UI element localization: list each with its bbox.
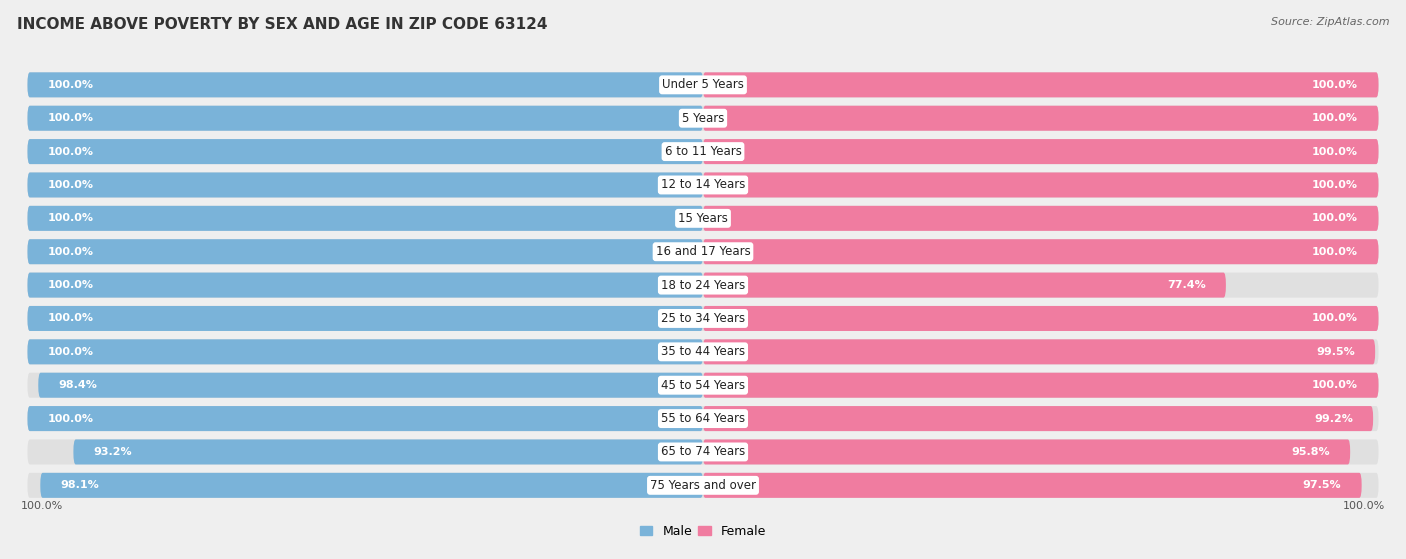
FancyBboxPatch shape [28,106,703,131]
FancyBboxPatch shape [703,473,1361,498]
Text: 98.1%: 98.1% [60,480,100,490]
Text: 100.0%: 100.0% [1312,80,1358,90]
Text: 100.0%: 100.0% [1312,180,1358,190]
FancyBboxPatch shape [28,473,1378,498]
Text: 100.0%: 100.0% [1312,380,1358,390]
FancyBboxPatch shape [28,139,1378,164]
Text: 100.0%: 100.0% [48,146,94,157]
Text: 15 Years: 15 Years [678,212,728,225]
FancyBboxPatch shape [28,306,1378,331]
FancyBboxPatch shape [28,72,1378,97]
Text: 100.0%: 100.0% [48,280,94,290]
FancyBboxPatch shape [28,139,703,164]
Text: 100.0%: 100.0% [48,180,94,190]
FancyBboxPatch shape [28,106,1378,131]
FancyBboxPatch shape [28,239,703,264]
FancyBboxPatch shape [703,139,1378,164]
Text: 35 to 44 Years: 35 to 44 Years [661,345,745,358]
FancyBboxPatch shape [28,72,703,97]
FancyBboxPatch shape [28,173,1378,197]
Text: 18 to 24 Years: 18 to 24 Years [661,278,745,292]
FancyBboxPatch shape [28,339,1378,364]
Text: 99.5%: 99.5% [1316,347,1355,357]
Text: 55 to 64 Years: 55 to 64 Years [661,412,745,425]
Text: 6 to 11 Years: 6 to 11 Years [665,145,741,158]
Text: 100.0%: 100.0% [48,214,94,224]
FancyBboxPatch shape [38,373,703,397]
Text: INCOME ABOVE POVERTY BY SEX AND AGE IN ZIP CODE 63124: INCOME ABOVE POVERTY BY SEX AND AGE IN Z… [17,17,547,32]
Text: 100.0%: 100.0% [1312,146,1358,157]
FancyBboxPatch shape [28,406,1378,431]
Text: Under 5 Years: Under 5 Years [662,78,744,91]
FancyBboxPatch shape [28,406,703,431]
FancyBboxPatch shape [703,306,1378,331]
Text: 75 Years and over: 75 Years and over [650,479,756,492]
FancyBboxPatch shape [703,72,1378,97]
Text: 100.0%: 100.0% [1312,314,1358,324]
Text: 99.2%: 99.2% [1313,414,1353,424]
FancyBboxPatch shape [28,173,703,197]
FancyBboxPatch shape [28,306,703,331]
Text: 100.0%: 100.0% [1343,501,1385,511]
Text: 16 and 17 Years: 16 and 17 Years [655,245,751,258]
FancyBboxPatch shape [28,373,1378,397]
FancyBboxPatch shape [41,473,703,498]
Text: Source: ZipAtlas.com: Source: ZipAtlas.com [1271,17,1389,27]
Legend: Male, Female: Male, Female [636,520,770,543]
Text: 100.0%: 100.0% [48,414,94,424]
FancyBboxPatch shape [28,273,703,297]
Text: 100.0%: 100.0% [1312,214,1358,224]
FancyBboxPatch shape [28,206,1378,231]
FancyBboxPatch shape [28,206,703,231]
FancyBboxPatch shape [703,206,1378,231]
FancyBboxPatch shape [703,173,1378,197]
Text: 45 to 54 Years: 45 to 54 Years [661,378,745,392]
FancyBboxPatch shape [703,106,1378,131]
Text: 100.0%: 100.0% [48,314,94,324]
Text: 95.8%: 95.8% [1291,447,1330,457]
Text: 100.0%: 100.0% [48,247,94,257]
Text: 77.4%: 77.4% [1167,280,1205,290]
Text: 100.0%: 100.0% [48,347,94,357]
FancyBboxPatch shape [28,239,1378,264]
Text: 100.0%: 100.0% [1312,113,1358,123]
Text: 97.5%: 97.5% [1302,480,1341,490]
Text: 100.0%: 100.0% [1312,247,1358,257]
Text: 25 to 34 Years: 25 to 34 Years [661,312,745,325]
Text: 93.2%: 93.2% [94,447,132,457]
FancyBboxPatch shape [28,339,703,364]
FancyBboxPatch shape [703,273,1226,297]
FancyBboxPatch shape [73,439,703,465]
Text: 65 to 74 Years: 65 to 74 Years [661,446,745,458]
Text: 100.0%: 100.0% [48,80,94,90]
Text: 98.4%: 98.4% [59,380,97,390]
FancyBboxPatch shape [28,273,1378,297]
FancyBboxPatch shape [703,339,1375,364]
FancyBboxPatch shape [703,373,1378,397]
Text: 100.0%: 100.0% [48,113,94,123]
Text: 5 Years: 5 Years [682,112,724,125]
FancyBboxPatch shape [703,439,1350,465]
FancyBboxPatch shape [703,239,1378,264]
FancyBboxPatch shape [28,439,1378,465]
Text: 100.0%: 100.0% [21,501,63,511]
FancyBboxPatch shape [703,406,1374,431]
Text: 12 to 14 Years: 12 to 14 Years [661,178,745,192]
